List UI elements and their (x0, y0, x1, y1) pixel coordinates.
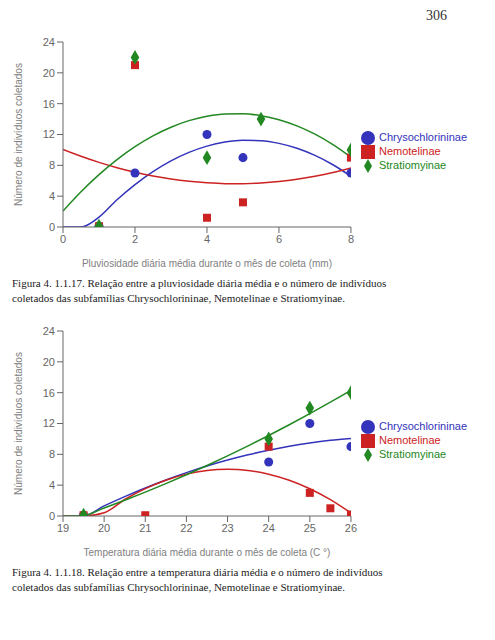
svg-text:12: 12 (43, 417, 55, 429)
svg-text:2: 2 (132, 233, 138, 245)
svg-text:12: 12 (43, 128, 55, 140)
html-text:Figura 4. 1.1.17. Relação entr: Figura 4. 1.1.17. Relação entre a pluvio… (12, 277, 387, 305)
html-text:Stratiomyinae: Stratiomyinae (379, 447, 447, 460)
svg-text:24: 24 (43, 36, 55, 48)
svg-text:20: 20 (43, 356, 55, 368)
svg-text:8: 8 (49, 448, 55, 460)
svg-text:16: 16 (43, 98, 55, 110)
svg-text:20: 20 (43, 67, 55, 79)
svg-text:Temperatura diária média duran: Temperatura diária média durante o mês d… (84, 547, 331, 558)
svg-text:8: 8 (49, 159, 55, 171)
svg-text:22: 22 (180, 522, 192, 534)
svg-text:Número de indivíduos coletados: Número de indivíduos coletados (13, 352, 24, 495)
svg-text:0: 0 (49, 510, 55, 522)
svg-text:26: 26 (345, 522, 357, 534)
html-text:Chrysochlorininae: Chrysochlorininae (379, 130, 467, 143)
html-text:306: 306 (426, 8, 447, 23)
svg-text:16: 16 (43, 386, 55, 398)
svg-text:23: 23 (221, 522, 233, 534)
svg-text:4: 4 (49, 479, 55, 491)
svg-text:Número de indivíduos coletados: Número de indivíduos coletados (13, 63, 24, 206)
html-text:Chrysochlorininae: Chrysochlorininae (379, 419, 467, 432)
svg-text:25: 25 (304, 522, 316, 534)
html-text:Figura 4. 1.1.18. Relação entr: Figura 4. 1.1.18. Relação entre a temper… (12, 565, 383, 594)
svg-text:24: 24 (263, 522, 275, 534)
svg-text:24: 24 (43, 325, 55, 337)
html-text:Stratiomyinae: Stratiomyinae (379, 159, 447, 171)
html-text:Nemotelinae: Nemotelinae (379, 145, 441, 157)
svg-text:21: 21 (139, 522, 151, 534)
svg-text:19: 19 (57, 522, 69, 534)
svg-text:0: 0 (60, 233, 66, 245)
svg-text:6: 6 (276, 233, 282, 245)
svg-text:20: 20 (98, 522, 110, 534)
html-text:Nemotelinae: Nemotelinae (379, 433, 441, 446)
svg-text:8: 8 (348, 233, 354, 245)
svg-text:0: 0 (49, 221, 55, 233)
svg-text:4: 4 (49, 190, 55, 202)
svg-text:Pluviosidade diária média dura: Pluviosidade diária média durante o mês … (82, 258, 332, 269)
svg-text:4: 4 (204, 233, 210, 245)
